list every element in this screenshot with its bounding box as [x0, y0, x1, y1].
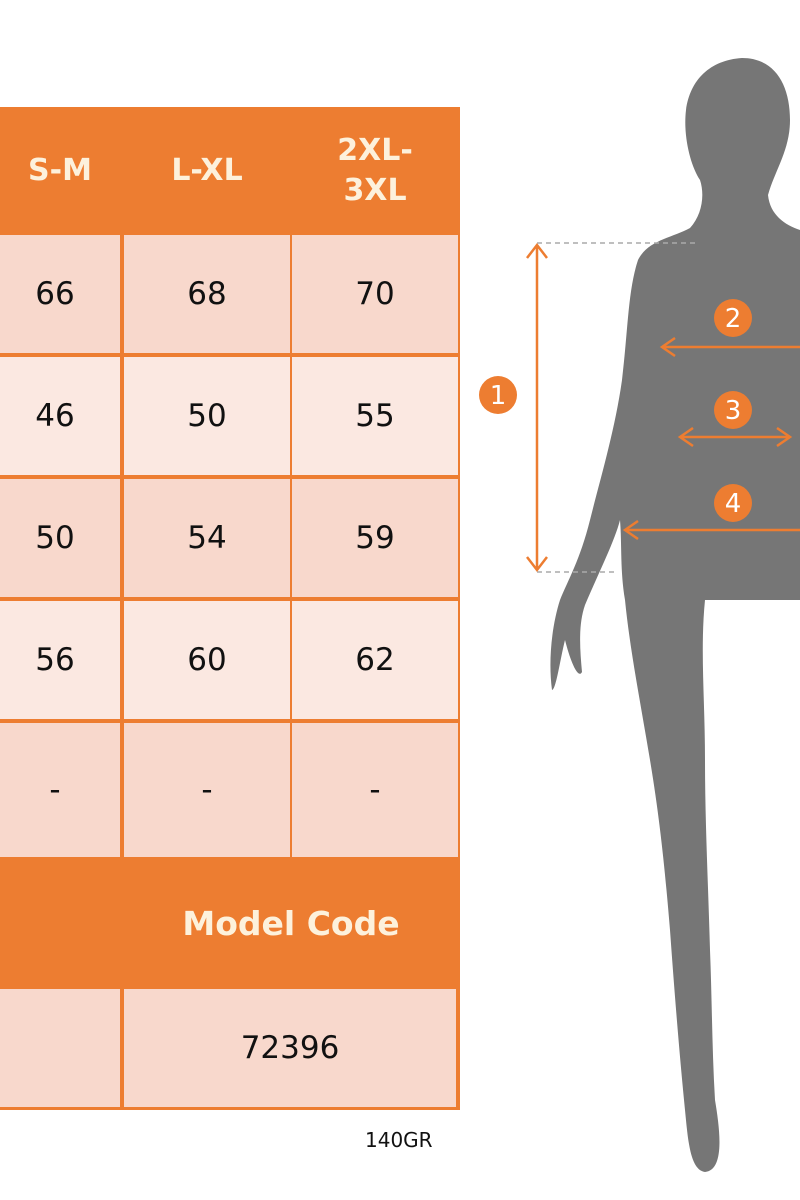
model-code-left-cell [0, 989, 120, 1107]
header-line: 3XL [343, 173, 407, 208]
table-cell: 59 [292, 479, 458, 597]
table-cell: 60 [124, 601, 290, 719]
marker-number: 4 [725, 489, 742, 519]
table-cell: 55 [292, 357, 458, 475]
female-silhouette [550, 58, 800, 1172]
marker-circle [714, 484, 752, 522]
header-l-xl: L-XL [171, 153, 243, 188]
waist-arrow [677, 426, 793, 448]
table-cell: 68 [124, 235, 290, 353]
size-chart-table: S-M L-XL 2XL- 3XL 66 68 70 46 50 55 50 54 59 56 60… [0, 107, 460, 1110]
header-line: 2XL- [337, 133, 413, 168]
marker-circle [714, 391, 752, 429]
table-cell: - [292, 723, 458, 857]
table-cell: 66 [0, 235, 120, 353]
marker-number: 1 [490, 381, 507, 411]
table-cell: 50 [0, 479, 120, 597]
marker-circle [479, 376, 517, 414]
hip-arrow [622, 519, 800, 541]
table-cell: - [124, 723, 290, 857]
table-cell: 56 [0, 601, 120, 719]
table-cell: 50 [124, 357, 290, 475]
header-2xl-3xl: 2XL- 3XL [292, 107, 458, 235]
table-cell: 70 [292, 235, 458, 353]
table-cell: 54 [124, 479, 290, 597]
model-code-value: 72396 [124, 989, 456, 1107]
table-cell: 46 [0, 357, 120, 475]
table-cell: - [0, 723, 120, 857]
marker-number: 3 [725, 396, 742, 426]
marker-circle [714, 299, 752, 337]
header-s-m: S-M [28, 153, 92, 188]
table-cell: 62 [292, 601, 458, 719]
fabric-weight: 140GR [365, 1128, 433, 1152]
model-code-label: Model Code [182, 904, 400, 943]
length-arrow [526, 242, 548, 573]
bust-arrow [659, 336, 800, 358]
marker-number: 2 [725, 304, 742, 334]
